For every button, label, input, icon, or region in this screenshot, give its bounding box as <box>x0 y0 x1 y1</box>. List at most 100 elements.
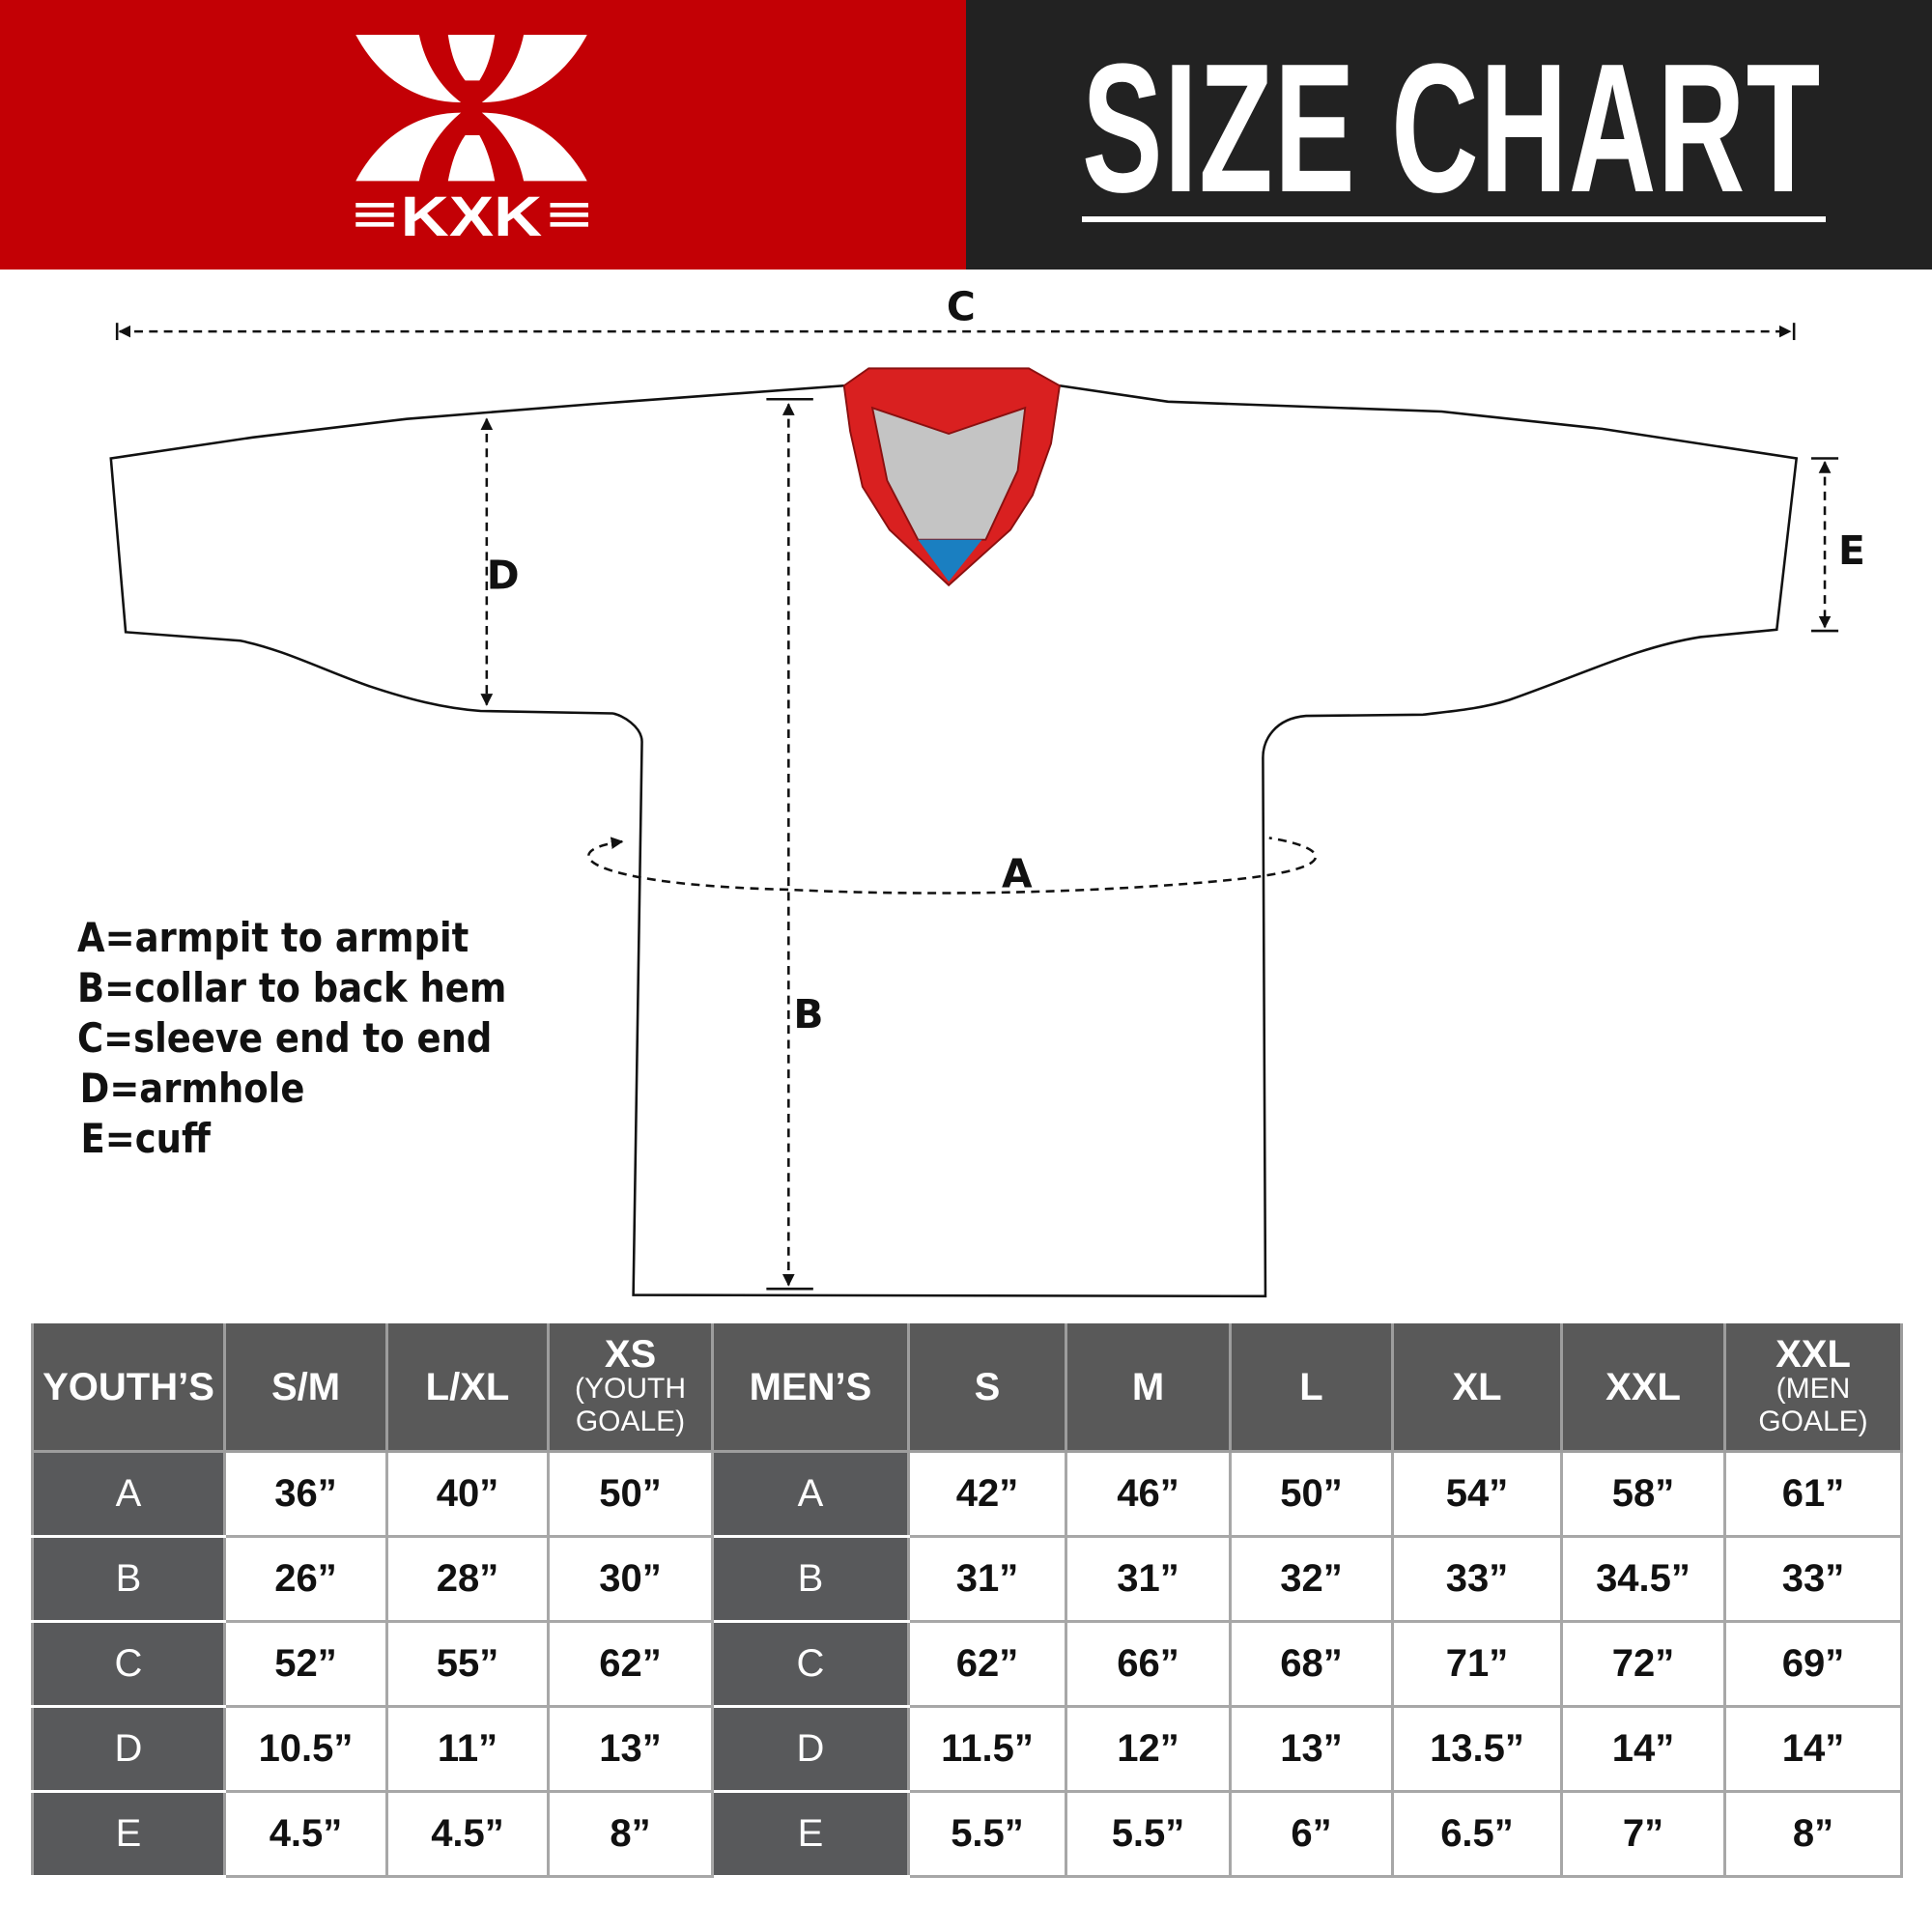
column-header-label: XL <box>1452 1365 1502 1408</box>
table-row: C 52” 55” 62” C 62” 66” 68” 71” 72” 69” <box>31 1620 1903 1708</box>
dimension-a-line <box>587 837 1318 895</box>
label-b: B <box>793 991 823 1037</box>
measurement-legend: A=armpit to armpit B=collar to back hem … <box>77 913 565 1164</box>
size-value: 10.5” <box>223 1705 388 1793</box>
column-header-label: YOUTH’S <box>43 1365 214 1408</box>
title-underline <box>1082 216 1826 222</box>
row-header: D <box>711 1705 910 1793</box>
column-header-sublabel: (YOUTH GOALE) <box>575 1372 686 1437</box>
size-value: 72” <box>1560 1620 1726 1708</box>
size-value: 69” <box>1723 1620 1903 1708</box>
logo-wordmark: KXK <box>401 185 542 237</box>
column-header-label: S/M <box>270 1365 341 1408</box>
collar-inner <box>870 406 1027 541</box>
size-value: 55” <box>385 1620 550 1708</box>
size-value: 62” <box>547 1620 714 1708</box>
size-value: 62” <box>907 1620 1067 1708</box>
column-header: L/XL <box>385 1323 550 1453</box>
size-value: 33” <box>1723 1535 1903 1623</box>
size-value: 50” <box>1229 1450 1394 1538</box>
size-value: 42” <box>907 1450 1067 1538</box>
header-title-panel <box>966 0 1932 270</box>
size-value: 13” <box>1229 1705 1394 1793</box>
column-header: S/M <box>223 1323 388 1453</box>
size-value: 68” <box>1229 1620 1394 1708</box>
row-header: A <box>711 1450 910 1538</box>
column-header-label: L <box>1299 1365 1323 1408</box>
size-value: 31” <box>907 1535 1067 1623</box>
table-row: A 36” 40” 50” A 42” 46” 50” 54” 58” 61” <box>31 1450 1903 1538</box>
size-value: 58” <box>1560 1450 1726 1538</box>
size-value: 4.5” <box>223 1790 388 1878</box>
size-value: 31” <box>1065 1535 1232 1623</box>
size-value: 14” <box>1560 1705 1726 1793</box>
column-header: M <box>1065 1323 1232 1453</box>
size-value: 61” <box>1723 1450 1903 1538</box>
size-value: 66” <box>1065 1620 1232 1708</box>
size-value: 33” <box>1391 1535 1563 1623</box>
kxk-logo: KXK <box>355 35 588 237</box>
column-header: S <box>907 1323 1067 1453</box>
collar-blue-tip <box>918 539 982 582</box>
size-value: 54” <box>1391 1450 1563 1538</box>
size-value: 7” <box>1560 1790 1726 1878</box>
row-header: D <box>31 1705 226 1793</box>
label-e: E <box>1838 527 1865 574</box>
column-header-label: XXL <box>1605 1365 1681 1408</box>
size-value: 13.5” <box>1391 1705 1563 1793</box>
column-header: XL <box>1391 1323 1563 1453</box>
size-value: 6.5” <box>1391 1790 1563 1878</box>
size-value: 4.5” <box>385 1790 550 1878</box>
label-c: C <box>947 284 976 330</box>
column-header: XS (YOUTH GOALE) <box>547 1323 714 1453</box>
column-header: XXL <box>1560 1323 1726 1453</box>
column-header: XXL (MEN GOALE) <box>1723 1323 1903 1453</box>
legend-item: B=collar to back hem <box>77 964 507 1011</box>
page-title: SIZE CHART <box>1082 37 1820 220</box>
size-value: 71” <box>1391 1620 1563 1708</box>
size-value: 13” <box>547 1705 714 1793</box>
column-header: YOUTH’S <box>31 1323 226 1453</box>
size-value: 5.5” <box>907 1790 1067 1878</box>
row-header: C <box>31 1620 226 1708</box>
size-value: 28” <box>385 1535 550 1623</box>
size-value: 34.5” <box>1560 1535 1726 1623</box>
column-header: L <box>1229 1323 1394 1453</box>
row-header: B <box>31 1535 226 1623</box>
column-header-sublabel: (MEN GOALE) <box>1758 1372 1868 1437</box>
label-a: A <box>1002 850 1033 896</box>
column-header-label: XXL <box>1776 1332 1851 1376</box>
table-row: B 26” 28” 30” B 31” 31” 32” 33” 34.5” 33” <box>31 1535 1903 1623</box>
row-header: E <box>711 1790 910 1878</box>
title-text: SIZE CHART <box>1082 26 1822 231</box>
jersey-outline <box>109 384 1799 1298</box>
size-value: 8” <box>1723 1790 1903 1878</box>
legend-item: C=sleeve end to end <box>77 1014 493 1062</box>
row-header: A <box>31 1450 226 1538</box>
size-value: 8” <box>547 1790 714 1878</box>
size-value: 36” <box>223 1450 388 1538</box>
size-value: 5.5” <box>1065 1790 1232 1878</box>
column-header-label: M <box>1131 1365 1165 1408</box>
size-table: YOUTH’S S/M L/XL XS (YOUTH GOALE) MEN’S S M L XL X… <box>31 1323 1903 1878</box>
size-value: 30” <box>547 1535 714 1623</box>
size-value: 52” <box>223 1620 388 1708</box>
column-header-label: L/XL <box>425 1365 510 1408</box>
legend-item: E=cuff <box>80 1115 211 1162</box>
size-value: 11” <box>385 1705 550 1793</box>
column-header: MEN’S <box>711 1323 910 1453</box>
size-value: 32” <box>1229 1535 1394 1623</box>
legend-item: D=armhole <box>79 1065 305 1112</box>
table-header-row: YOUTH’S S/M L/XL XS (YOUTH GOALE) MEN’S S M L XL X… <box>31 1323 1903 1453</box>
label-d: D <box>487 553 520 599</box>
size-value: 6” <box>1229 1790 1394 1878</box>
size-value: 14” <box>1723 1705 1903 1793</box>
size-value: 40” <box>385 1450 550 1538</box>
size-value: 26” <box>223 1535 388 1623</box>
size-value: 50” <box>547 1450 714 1538</box>
column-header-label: XS <box>604 1332 657 1376</box>
column-header-label: S <box>974 1365 1001 1408</box>
size-value: 46” <box>1065 1450 1232 1538</box>
table-row: E 4.5” 4.5” 8” E 5.5” 5.5” 6” 6.5” 7” 8” <box>31 1790 1903 1878</box>
